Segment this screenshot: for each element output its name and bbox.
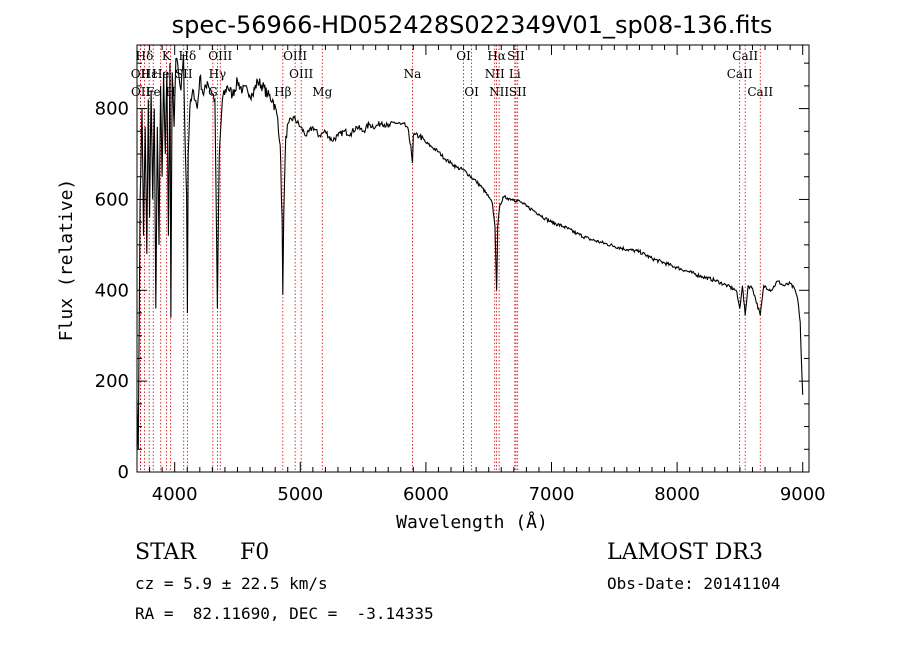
line-label: OI <box>464 85 479 99</box>
x-tick-label: 4000 <box>152 484 198 505</box>
line-label: OI <box>456 49 471 63</box>
line-label: SII <box>507 49 525 63</box>
line-label: OII <box>131 67 151 81</box>
spectrum-line <box>136 54 804 450</box>
line-label: Hα <box>487 49 506 63</box>
x-tick-label: 8000 <box>654 484 700 505</box>
x-tick-label: 7000 <box>529 484 575 505</box>
line-label: SII <box>509 85 527 99</box>
x-axis-label: Wavelength (Å) <box>396 511 548 533</box>
y-tick-label: 200 <box>95 371 129 392</box>
y-tick-label: 400 <box>95 280 129 301</box>
y-tick-label: 800 <box>95 99 129 120</box>
coordinates: RA = 82.11690, DEC = -3.14335 <box>135 604 434 623</box>
line-label: G <box>208 85 218 99</box>
line-label: NII <box>489 85 509 99</box>
line-label: OIII <box>289 67 313 81</box>
y-tick-label: 0 <box>118 462 129 483</box>
line-label: CaII <box>727 67 753 81</box>
line-label: Mg <box>312 85 332 99</box>
line-label: CaII <box>747 85 773 99</box>
line-label: H <box>165 85 175 99</box>
line-label: Li <box>509 67 521 81</box>
line-markers <box>139 45 761 472</box>
chart-title: spec-56966-HD052428S022349V01_sp08-136.f… <box>172 11 773 39</box>
object-subclass: F0 <box>240 540 270 565</box>
plot-frame <box>136 44 810 473</box>
line-label: CaII <box>732 49 758 63</box>
redshift-value: cz = 5.9 ± 22.5 km/s <box>135 574 328 593</box>
line-label: OIII <box>283 49 307 63</box>
x-tick-label: 9000 <box>780 484 826 505</box>
y-axis: 0 200 400 600 800 <box>95 62 809 483</box>
line-label: Hδ <box>136 49 154 63</box>
line-label: He <box>152 67 170 81</box>
line-label: Na <box>404 67 422 81</box>
x-tick-label: 6000 <box>403 484 449 505</box>
line-label: Fe <box>146 85 161 99</box>
observation-date: Obs-Date: 20141104 <box>607 574 781 593</box>
line-label: Hε <box>141 67 158 81</box>
survey-name: LAMOST DR3 <box>607 540 763 565</box>
x-axis: 4000 5000 6000 7000 8000 9000 <box>136 45 826 505</box>
y-tick-label: 600 <box>95 189 129 210</box>
line-label: Hγ <box>209 67 227 81</box>
line-label: OII <box>131 85 151 99</box>
y-axis-label: Flux (relative) <box>56 179 77 342</box>
line-label: NII <box>485 67 505 81</box>
x-tick-label: 5000 <box>277 484 323 505</box>
line-label: OIII <box>208 49 232 63</box>
line-label: Hδ <box>179 49 197 63</box>
object-type: STAR <box>135 540 196 565</box>
line-label: Hβ <box>274 85 291 99</box>
line-label: K <box>162 49 172 63</box>
